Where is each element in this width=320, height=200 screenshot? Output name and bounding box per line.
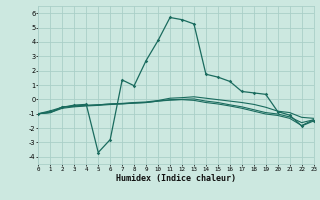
X-axis label: Humidex (Indice chaleur): Humidex (Indice chaleur) [116,174,236,183]
